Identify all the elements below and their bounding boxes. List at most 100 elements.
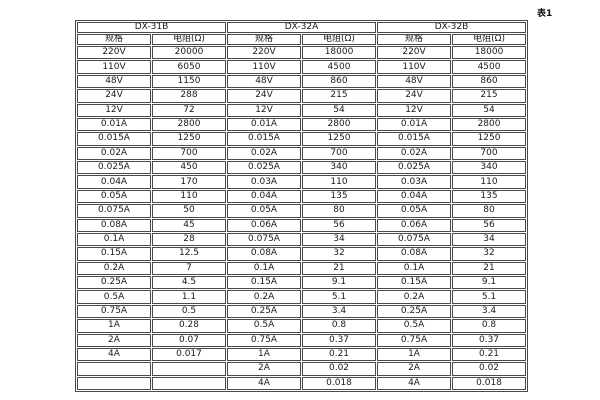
- column-header-row: 规格 电阻(Ω) 规格 电阻(Ω) 规格 电阻(Ω): [77, 34, 527, 45]
- resistance-cell: 5.1: [302, 290, 377, 304]
- resistance-cell: 700: [302, 146, 377, 160]
- spec-column-header: 规格: [377, 34, 452, 45]
- spec-cell: 1A: [227, 347, 301, 362]
- spec-cell: 0.04A: [227, 189, 301, 204]
- table-row: 0.01A 2800 0.01A 2800 0.01A 2800: [77, 117, 527, 132]
- resistance-cell: 0.02: [452, 362, 527, 376]
- resistance-cell: 3.4: [302, 304, 377, 319]
- spec-cell: 110V: [77, 60, 151, 74]
- resistance-cell: 7: [152, 261, 226, 275]
- resistance-cell: 0.017: [152, 347, 226, 362]
- spec-cell: 0.03A: [377, 175, 452, 189]
- spec-cell: 24V: [77, 89, 151, 103]
- resistance-cell: 12.5: [152, 247, 226, 261]
- resistance-cell: 1250: [452, 132, 527, 146]
- spec-cell: 0.04A: [77, 175, 151, 189]
- spec-cell: 110V: [227, 60, 301, 74]
- spec-cell: 0.25A: [77, 276, 151, 290]
- table-row: 0.015A 1250 0.015A 1250 0.015A 1250: [77, 132, 527, 146]
- resistance-cell: 56: [452, 218, 527, 232]
- resistance-cell: 700: [452, 146, 527, 160]
- resistance-cell: 0.02: [302, 362, 377, 376]
- resistance-cell: 0.07: [152, 333, 226, 347]
- spec-cell: 0.75A: [77, 304, 151, 319]
- resistance-cell: 56: [302, 218, 377, 232]
- resistance-cell: 1250: [302, 132, 377, 146]
- resistance-cell: 135: [452, 189, 527, 204]
- spec-cell: 2A: [377, 362, 452, 376]
- resistance-cell: [152, 362, 226, 376]
- spec-cell: 0.015A: [77, 132, 151, 146]
- resistance-cell: 5.1: [452, 290, 527, 304]
- table-row: 0.15A 12.5 0.08A 32 0.08A 32: [77, 247, 527, 261]
- resistance-cell: 80: [452, 204, 527, 218]
- resistance-cell: 0.21: [452, 347, 527, 362]
- table-row: 2A 0.07 0.75A 0.37 0.75A 0.37: [77, 333, 527, 347]
- table-row: 48V 1150 48V 860 48V 860: [77, 74, 527, 89]
- spec-cell: 0.025A: [377, 161, 452, 175]
- resistance-cell: 0.37: [302, 333, 377, 347]
- table-row: 110V 6050 110V 4500 110V 4500: [77, 60, 527, 74]
- resistance-cell: 72: [152, 103, 226, 117]
- spec-cell: 110V: [377, 60, 452, 74]
- spec-cell: 0.15A: [227, 276, 301, 290]
- resistance-cell: 0.8: [302, 319, 377, 333]
- spec-cell: 0.5A: [377, 319, 452, 333]
- spec-cell: 0.05A: [77, 189, 151, 204]
- resistance-cell: 34: [452, 232, 527, 247]
- spec-cell: 0.5A: [77, 290, 151, 304]
- spec-cell: 0.06A: [227, 218, 301, 232]
- spec-cell: 4A: [377, 376, 452, 390]
- spec-cell: 220V: [377, 46, 452, 60]
- table-row: 24V 288 24V 215 24V 215: [77, 89, 527, 103]
- spec-cell: 0.08A: [377, 247, 452, 261]
- resistance-cell: 340: [452, 161, 527, 175]
- table-row: 0.5A 1.1 0.2A 5.1 0.2A 5.1: [77, 290, 527, 304]
- table-row: 4A 0.018 4A 0.018: [77, 376, 527, 390]
- table-row: 1A 0.28 0.5A 0.8 0.5A 0.8: [77, 319, 527, 333]
- spec-cell: 0.05A: [377, 204, 452, 218]
- spec-cell: 1A: [377, 347, 452, 362]
- spec-cell: 0.015A: [227, 132, 301, 146]
- spec-cell: 0.01A: [227, 117, 301, 132]
- resistance-cell: 54: [452, 103, 527, 117]
- spec-cell: 220V: [227, 46, 301, 60]
- resistance-cell: 135: [302, 189, 377, 204]
- spec-cell: 0.05A: [227, 204, 301, 218]
- resistance-cell: 860: [302, 74, 377, 89]
- resistance-cell: 0.21: [302, 347, 377, 362]
- resistance-column-header: 电阻(Ω): [302, 34, 377, 45]
- resistance-cell: 21: [452, 261, 527, 275]
- spec-cell: 0.08A: [77, 218, 151, 232]
- resistance-cell: 110: [152, 189, 226, 204]
- table-row: 0.05A 110 0.04A 135 0.04A 135: [77, 189, 527, 204]
- resistance-cell: 2800: [452, 117, 527, 132]
- spec-column-header: 规格: [77, 34, 151, 45]
- resistance-cell: 32: [302, 247, 377, 261]
- resistance-cell: 110: [302, 175, 377, 189]
- spec-cell: 12V: [77, 103, 151, 117]
- spec-cell: 0.01A: [377, 117, 452, 132]
- spec-cell: 0.2A: [227, 290, 301, 304]
- spec-cell: 0.75A: [377, 333, 452, 347]
- resistance-column-header: 电阻(Ω): [452, 34, 527, 45]
- spec-cell: 0.2A: [77, 261, 151, 275]
- spec-cell: 0.01A: [77, 117, 151, 132]
- spec-cell: 0.25A: [377, 304, 452, 319]
- spec-cell: 0.02A: [227, 146, 301, 160]
- resistance-cell: 2800: [152, 117, 226, 132]
- resistance-cell: 20000: [152, 46, 226, 60]
- group-header-dx31b: DX-31B: [77, 22, 226, 33]
- resistance-cell: 340: [302, 161, 377, 175]
- resistance-cell: 9.1: [302, 276, 377, 290]
- spec-cell: 0.5A: [227, 319, 301, 333]
- table-row: 220V 20000 220V 18000 220V 18000: [77, 46, 527, 60]
- spec-cell: 4A: [227, 376, 301, 390]
- spec-cell: [77, 362, 151, 376]
- resistance-cell: 6050: [152, 60, 226, 74]
- resistance-cell: 4500: [452, 60, 527, 74]
- resistance-cell: 0.018: [452, 376, 527, 390]
- resistance-cell: 50: [152, 204, 226, 218]
- spec-cell: 48V: [227, 74, 301, 89]
- resistance-cell: 860: [452, 74, 527, 89]
